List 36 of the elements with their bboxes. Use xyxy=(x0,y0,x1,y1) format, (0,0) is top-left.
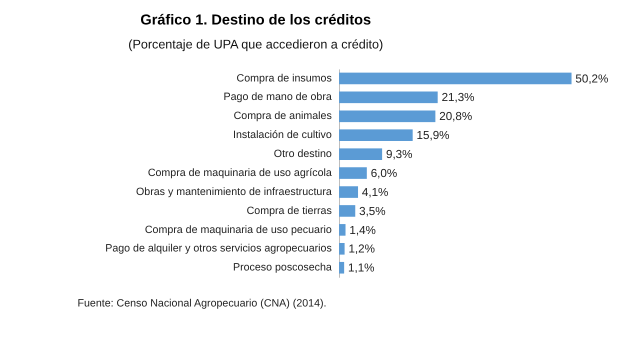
bar xyxy=(339,110,436,122)
y-tick-label: Compra de maquinaria de uso pecuario xyxy=(144,224,332,236)
bar xyxy=(339,262,344,274)
data-label: 20,8% xyxy=(439,110,472,124)
bar xyxy=(339,92,438,104)
data-label: 50,2% xyxy=(575,72,608,86)
y-tick-label: Instalación de cultivo xyxy=(233,129,332,142)
data-label: 1,2% xyxy=(348,242,375,256)
y-tick-label: Obras y mantenimiento de infraestructura xyxy=(136,186,332,198)
data-label: 21,3% xyxy=(442,91,474,104)
data-label: 15,9% xyxy=(416,129,450,142)
y-tick-label: Compra de tierras xyxy=(246,204,332,217)
data-label: 9,3% xyxy=(386,148,412,162)
y-tick-label: Compra de animales xyxy=(234,110,332,122)
chart-subtitle: (Porcentaje de UPA que accedieron a crédito) xyxy=(128,38,384,52)
bar xyxy=(339,186,358,198)
y-tick-label: Pago de mano de obra xyxy=(224,91,332,104)
bar xyxy=(339,243,345,255)
source-note: Fuente: Censo Nacional Agropecuario (CNA) (2014). xyxy=(77,297,326,310)
bar xyxy=(339,224,346,236)
bar xyxy=(339,72,572,84)
bar xyxy=(339,167,367,179)
data-label: 1,1% xyxy=(348,262,374,275)
data-label: 4,1% xyxy=(362,186,388,199)
y-tick-label: Compra de maquinaria de uso agrícola xyxy=(148,166,332,179)
data-label: 6,0% xyxy=(370,166,398,180)
chart-title: Gráfico 1. Destino de los créditos xyxy=(140,12,372,28)
bar xyxy=(339,148,382,160)
data-label: 3,5% xyxy=(359,204,386,218)
bar xyxy=(339,205,356,217)
y-tick-label: Pago de alquiler y otros servicios agropecuarios xyxy=(105,242,332,255)
data-label: 1,4% xyxy=(349,224,376,237)
y-tick-label: Compra de insumos xyxy=(236,72,332,84)
bar xyxy=(339,129,413,142)
y-tick-label: Otro destino xyxy=(274,148,332,160)
y-tick-label: Proceso poscosecha xyxy=(233,262,332,274)
